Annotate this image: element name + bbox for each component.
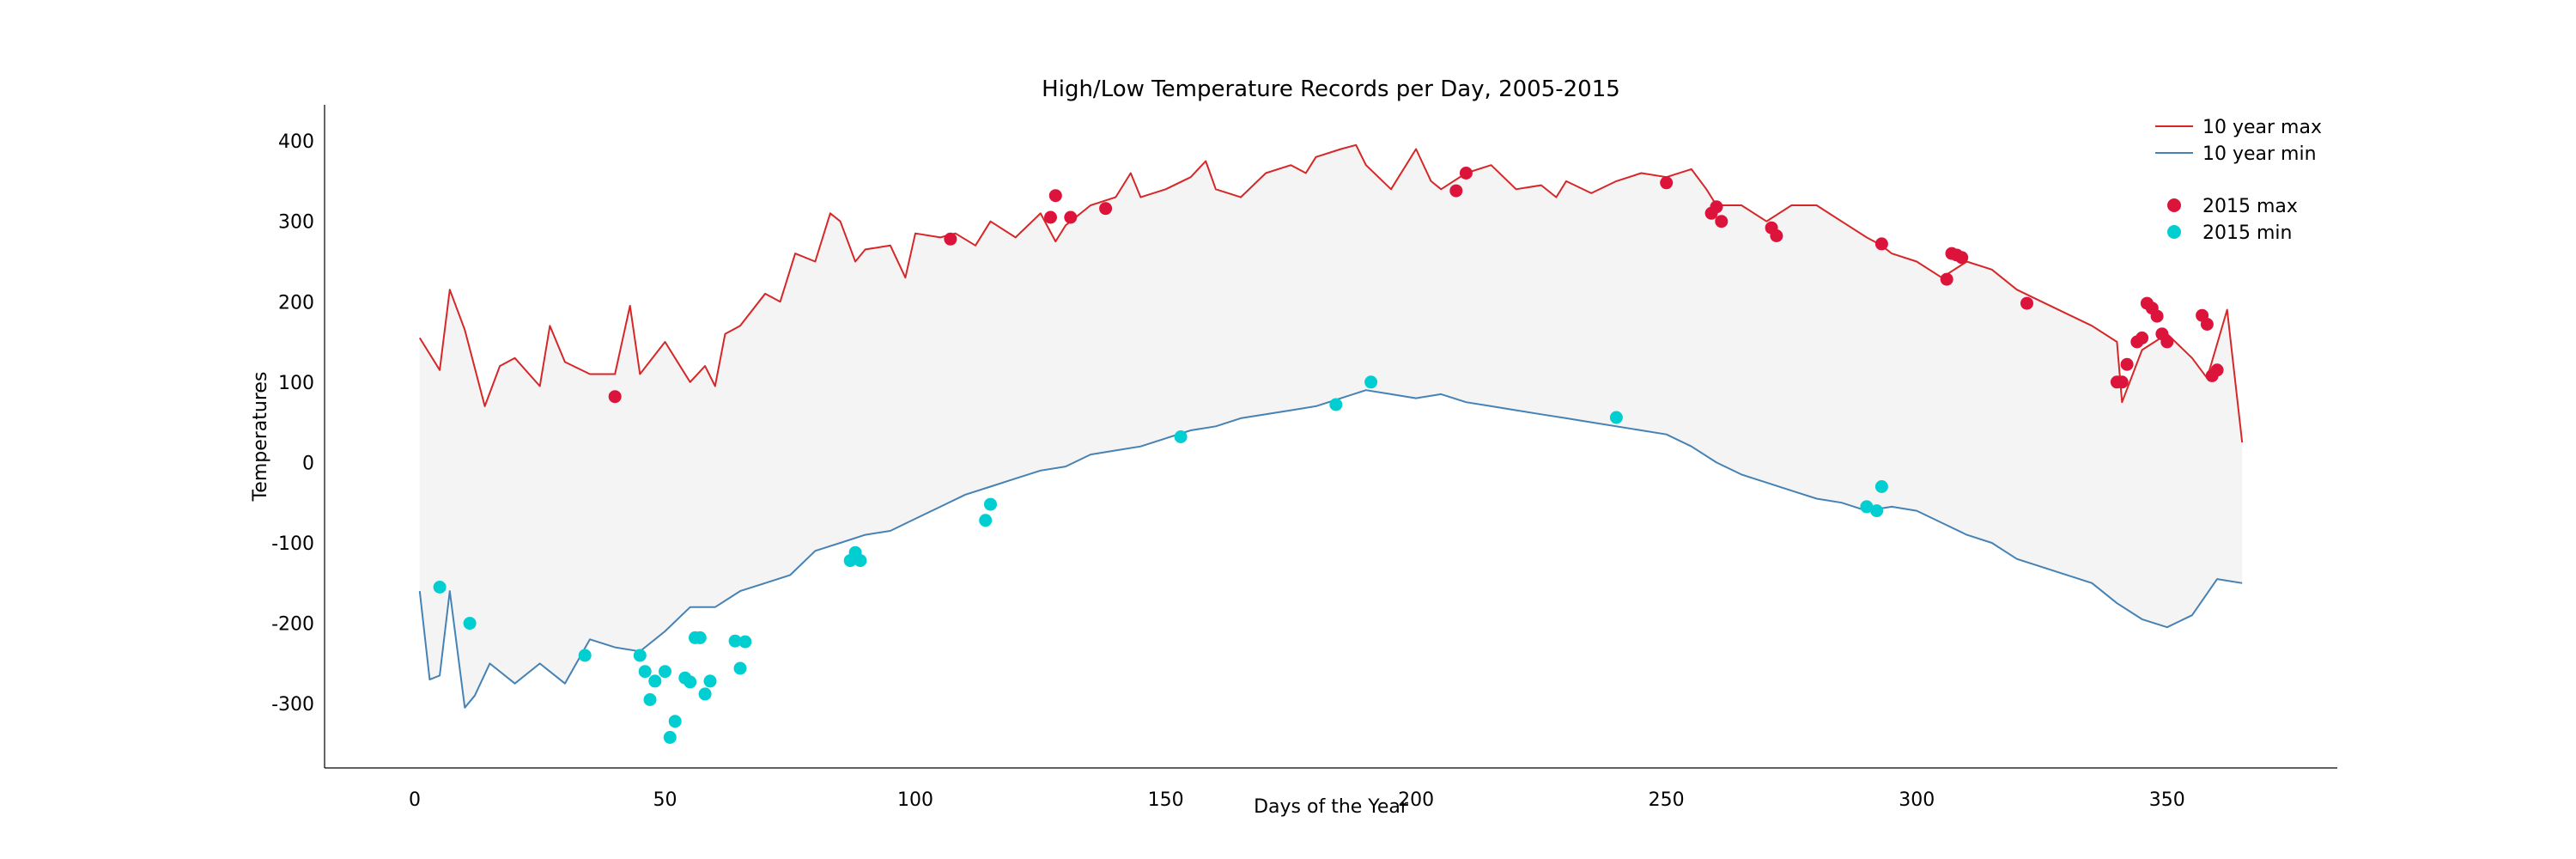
legend: 10 year max 10 year min 2015 max 2015 min <box>2155 117 2322 244</box>
point-2015-max <box>1874 237 1888 251</box>
point-2015-max <box>944 232 957 246</box>
point-2015-min <box>698 687 712 701</box>
point-2015-min <box>1609 411 1623 424</box>
point-2015-max <box>608 390 622 404</box>
point-2015-max <box>2136 331 2149 344</box>
point-2015-min <box>979 514 993 527</box>
y-tick-label: 400 <box>278 131 314 153</box>
point-2015-max <box>1710 200 1723 214</box>
y-tick-label: -100 <box>271 533 314 555</box>
record-points <box>433 167 2224 744</box>
min-max-band <box>419 144 2243 708</box>
point-2015-max <box>2020 296 2033 310</box>
point-2015-min <box>659 665 671 679</box>
point-2015-min <box>1860 500 1874 514</box>
point-2015-max <box>2200 318 2214 331</box>
point-2015-min <box>728 634 742 648</box>
point-2015-min <box>703 674 717 688</box>
x-tick-label: 0 <box>409 789 421 811</box>
axes <box>324 105 2337 769</box>
point-2015-max <box>1715 215 1728 228</box>
point-2015-min <box>638 665 652 679</box>
x-tick-label: 200 <box>1398 789 1434 811</box>
x-axis-title: Days of the Year <box>1254 796 1409 818</box>
x-tick-label: 50 <box>653 789 677 811</box>
y-tick-label: 200 <box>278 292 314 314</box>
point-2015-min <box>643 693 657 706</box>
point-2015-min <box>668 715 682 728</box>
band-fill <box>419 144 2243 708</box>
point-2015-max <box>1048 189 1062 203</box>
point-2015-max <box>1044 210 1057 224</box>
point-2015-max <box>1099 202 1113 216</box>
legend-point-swatch <box>2167 198 2181 212</box>
chart-title: High/Low Temperature Records per Day, 20… <box>1042 76 1620 102</box>
legend-point-swatch <box>2167 225 2181 239</box>
x-ticks: 0 50 100 150 200 250 300 350 <box>409 789 2185 811</box>
point-2015-min <box>984 497 997 511</box>
point-2015-min <box>433 581 447 594</box>
point-2015-min <box>1329 398 1343 411</box>
x-tick-label: 300 <box>1899 789 1935 811</box>
x-tick-label: 100 <box>897 789 933 811</box>
series-line-10-year-max <box>418 143 2244 443</box>
point-2015-min <box>1174 430 1188 443</box>
point-2015-min <box>1874 480 1888 493</box>
point-2015-min <box>683 675 697 689</box>
point-2015-max <box>1449 184 1463 198</box>
point-2015-min <box>1870 504 1884 518</box>
x-tick-label: 250 <box>1649 789 1685 811</box>
point-2015-min <box>854 554 867 568</box>
legend-label: 10 year min <box>2202 143 2317 165</box>
legend-label: 10 year max <box>2202 117 2322 138</box>
point-2015-min <box>1364 375 1378 389</box>
x-tick-label: 150 <box>1148 789 1184 811</box>
point-2015-max <box>1955 251 1969 265</box>
series-line-10-year-min <box>418 389 2243 709</box>
point-2015-min <box>648 674 662 688</box>
point-2015-max <box>1940 272 1953 286</box>
y-tick-label: 100 <box>278 373 314 394</box>
series-lines <box>418 143 2244 709</box>
point-2015-min <box>578 649 592 662</box>
y-tick-label: 300 <box>278 212 314 234</box>
point-2015-max <box>2210 363 2224 377</box>
point-2015-max <box>2150 309 2164 323</box>
y-tick-label: 0 <box>302 453 314 474</box>
point-2015-max <box>2160 335 2174 349</box>
point-2015-max <box>1064 210 1078 224</box>
point-2015-min <box>663 730 677 744</box>
x-tick-label: 350 <box>2149 789 2185 811</box>
point-2015-min <box>463 617 477 631</box>
legend-label: 2015 min <box>2202 222 2292 244</box>
point-2015-max <box>1770 229 1783 242</box>
point-2015-min <box>738 635 752 649</box>
point-2015-max <box>1459 167 1473 180</box>
point-2015-max <box>2115 375 2129 389</box>
point-2015-max <box>2120 357 2134 371</box>
y-ticks: -300 -200 -100 0 100 200 300 400 <box>271 131 314 716</box>
point-2015-min <box>733 661 747 675</box>
point-2015-min <box>633 649 647 662</box>
point-2015-max <box>1660 176 1674 190</box>
y-tick-label: -200 <box>271 614 314 636</box>
y-tick-label: -300 <box>271 694 314 716</box>
legend-label: 2015 max <box>2202 196 2298 217</box>
y-axis-title: Temperatures <box>250 372 271 503</box>
point-2015-min <box>693 631 707 644</box>
